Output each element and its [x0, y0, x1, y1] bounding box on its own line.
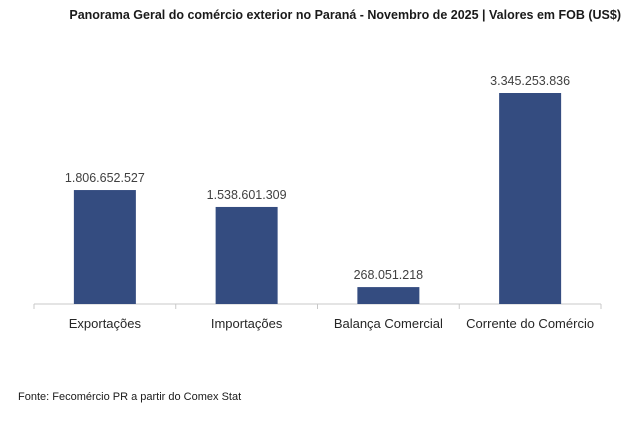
bar-1: [215, 206, 278, 304]
category-label-0: Exportações: [69, 316, 142, 331]
data-labels-group: 1.806.652.527 1.538.601.309 268.051.218 3.3…: [65, 74, 570, 282]
x-axis-ticks: [33, 304, 602, 309]
bar-2: [357, 287, 420, 304]
data-label-0: 1.806.652.527: [65, 171, 145, 185]
bar-3: [499, 93, 562, 304]
data-label-3: 3.345.253.836: [490, 74, 570, 88]
chart-title: Panorama Geral do comércio exterior no P…: [69, 8, 621, 22]
bar-0: [73, 190, 136, 304]
data-label-1: 1.538.601.309: [207, 188, 287, 202]
category-label-1: Importações: [211, 316, 283, 331]
category-label-3: Corrente do Comércio: [466, 316, 594, 331]
chart-source-note: Fonte: Fecomércio PR a partir do Comex S…: [18, 391, 242, 403]
bars-group: [73, 93, 562, 304]
category-label-2: Balança Comercial: [334, 316, 443, 331]
data-label-2: 268.051.218: [354, 268, 424, 282]
x-axis-tick-labels: Exportações Importações Balança Comercial C…: [69, 316, 594, 331]
